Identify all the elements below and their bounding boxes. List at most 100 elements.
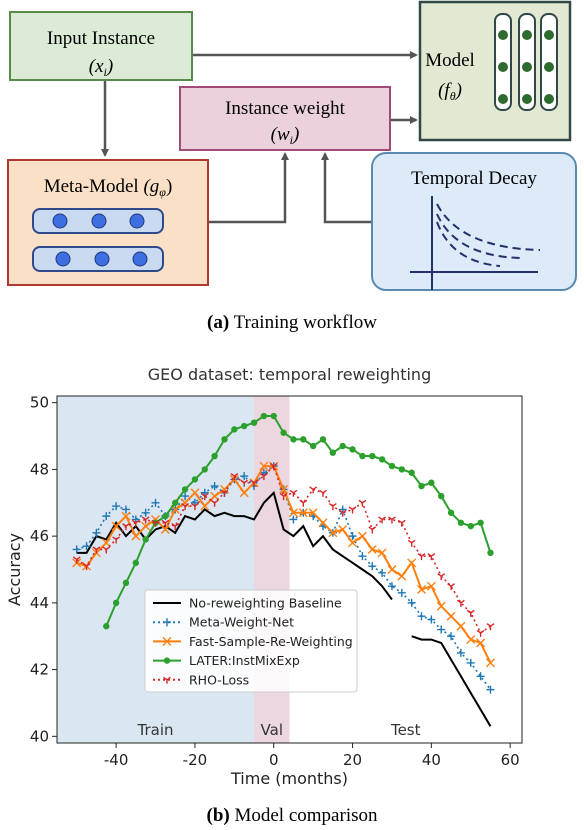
point: [210, 499, 219, 507]
point: [486, 685, 495, 694]
y-tick-label: 40: [30, 727, 49, 745]
point: [141, 516, 150, 524]
point: [111, 521, 121, 531]
point: [388, 516, 396, 524]
point: [103, 623, 110, 630]
y-tick-label: 42: [30, 661, 49, 679]
point: [388, 462, 396, 470]
point: [377, 548, 387, 558]
y-tick-label: 50: [30, 394, 49, 412]
point: [200, 493, 209, 501]
node-math: (xi): [89, 56, 113, 79]
point: [338, 509, 347, 517]
point: [260, 412, 268, 420]
caption-text: Model comparison: [234, 805, 378, 826]
point: [348, 506, 357, 514]
math: (f: [438, 80, 452, 101]
point: [456, 648, 465, 657]
point: [211, 452, 218, 460]
point: [457, 519, 465, 526]
point: [181, 492, 190, 501]
point: [378, 516, 387, 524]
point: [92, 546, 101, 554]
point: [162, 512, 169, 520]
point: [162, 636, 172, 646]
legend-label: Meta-Weight-Net: [189, 615, 294, 630]
math-sub: i: [290, 133, 293, 147]
workflow-diagram: Input Instance (xi) Model (fθ) Instance …: [7, 0, 577, 333]
point: [163, 676, 171, 684]
point: [438, 492, 445, 500]
node-label: Meta-Model: [44, 176, 139, 197]
point: [466, 658, 475, 667]
point: [358, 552, 367, 561]
x-tick-label: 40: [422, 751, 441, 769]
point: [417, 553, 426, 561]
decay-icon: [410, 196, 541, 290]
point: [163, 618, 171, 627]
region-label: Train: [137, 721, 174, 739]
math-sub: φ: [159, 185, 166, 199]
point: [348, 532, 357, 541]
point: [309, 486, 318, 494]
point: [456, 621, 466, 631]
math-sub: i: [104, 65, 107, 79]
point: [328, 528, 338, 538]
node-math: (fθ): [438, 80, 462, 103]
point: [339, 442, 346, 450]
series-line: [105, 415, 492, 627]
point: [467, 522, 474, 530]
point: [487, 549, 494, 557]
arrow: [208, 152, 289, 224]
point: [359, 452, 366, 460]
legend-label: LATER:InstMixExp: [189, 653, 300, 668]
point: [466, 635, 476, 645]
meta-network-icon: [32, 208, 164, 272]
caption-tag: (a): [207, 312, 229, 333]
point: [131, 531, 141, 541]
point: [289, 515, 298, 524]
point: [221, 436, 228, 443]
region-label: Val: [261, 721, 283, 739]
point: [112, 536, 121, 544]
point: [288, 508, 298, 518]
point: [191, 503, 199, 511]
point: [397, 519, 406, 527]
point: [447, 509, 455, 516]
point: [476, 638, 486, 648]
point: [72, 556, 81, 564]
legend-label: RHO-Loss: [189, 672, 249, 687]
point: [240, 422, 248, 430]
point: [231, 426, 238, 433]
point: [457, 599, 465, 607]
node-label: Model: [425, 50, 475, 71]
math: (w: [271, 124, 290, 145]
point: [132, 559, 140, 567]
point: [378, 568, 387, 577]
point: [269, 462, 278, 471]
point: [112, 599, 120, 607]
point: [220, 489, 229, 497]
point: [142, 536, 149, 543]
x-tick-label: -20: [183, 751, 208, 769]
point: [82, 563, 91, 571]
point: [112, 502, 121, 511]
series-line: [76, 490, 492, 727]
point: [102, 546, 111, 554]
caption: (b) Model comparison: [207, 805, 378, 826]
math: ): [292, 124, 299, 145]
point: [368, 526, 377, 534]
point: [163, 657, 171, 664]
point: [270, 412, 277, 420]
math: (x: [89, 56, 104, 77]
point: [230, 473, 239, 481]
plot-frame: [56, 395, 523, 744]
point: [427, 615, 436, 624]
x-tick-label: 0: [269, 751, 279, 769]
point: [180, 498, 190, 508]
point: [329, 449, 337, 456]
point: [280, 429, 287, 436]
point: [397, 571, 407, 581]
point: [309, 442, 317, 450]
